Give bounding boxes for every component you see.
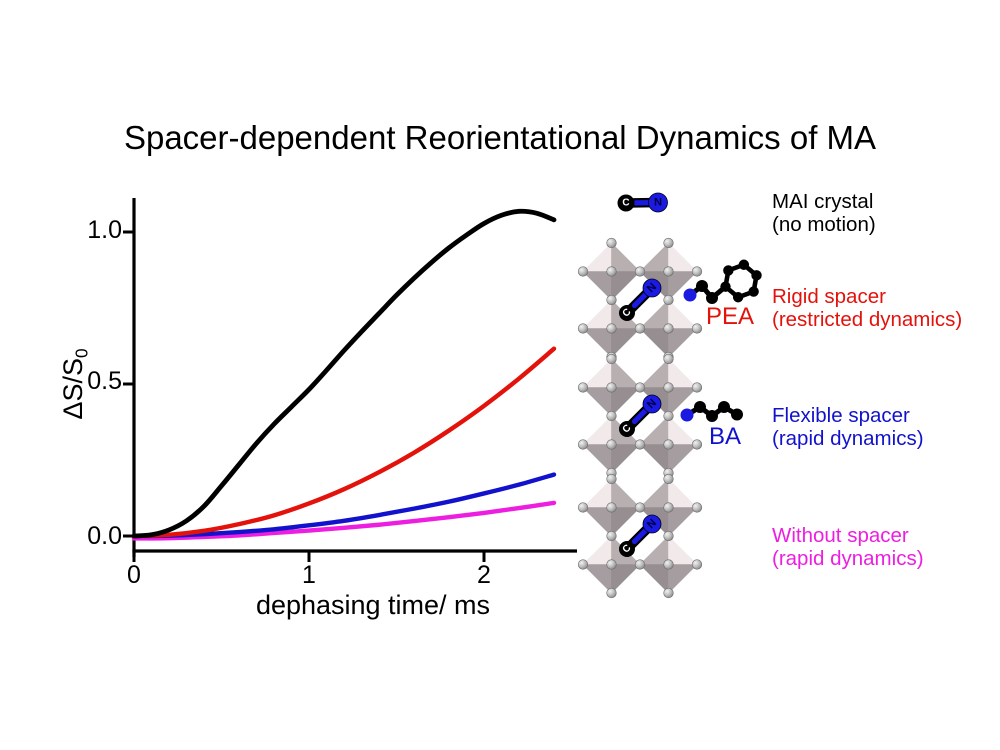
pea-label: PEA: [706, 303, 755, 330]
xtick-label-0: 0: [127, 561, 141, 589]
svg-text:N: N: [654, 196, 662, 208]
legend-mai-crystal: MAI crystal (no motion): [772, 190, 998, 236]
x-axis-label: dephasing time/ ms: [255, 590, 491, 620]
y-axis-label-subscript: 0: [71, 348, 92, 359]
legend-rigid-spacer: Rigid spacer (restricted dynamics): [772, 285, 998, 331]
dephasing-curves: [131, 208, 557, 541]
curve-magenta: [131, 500, 557, 541]
y-axis-label: ΔS/S0: [58, 302, 92, 466]
legend-without-line1: Without spacer: [772, 524, 909, 547]
ytick-label-0.5: 0.5: [87, 367, 122, 395]
ytick-label-0.0: 0.0: [87, 522, 122, 550]
svg-text:C: C: [622, 197, 629, 208]
legend-flexible-spacer: Flexible spacer (rapid dynamics): [772, 404, 998, 450]
y-axis-label-main: ΔS/S: [58, 358, 88, 420]
legend-mai-line1: MAI crystal: [772, 190, 874, 213]
perovskite-cluster-pea-icon: CN: [577, 237, 703, 363]
perovskite-cluster-ba-icon: CN: [577, 353, 703, 479]
xtick-label-1: 1: [302, 561, 316, 589]
legend-flexible-line1: Flexible spacer: [772, 404, 910, 427]
curve-blue: [131, 472, 557, 539]
perovskite-cluster-nospacer-icon: CN: [577, 473, 703, 599]
figure-title: Spacer-dependent Reorientational Dynamic…: [123, 119, 877, 156]
legend-rigid-line1: Rigid spacer: [772, 285, 886, 308]
legend-flexible-line2: (rapid dynamics): [772, 427, 924, 450]
ytick-label-1.0: 1.0: [87, 216, 122, 244]
ba-spacer-molecule-icon: [680, 401, 743, 422]
curve-black: [131, 208, 557, 539]
legend-rigid-line2: (restricted dynamics): [772, 308, 963, 331]
curve-red: [131, 346, 557, 539]
legend-without-spacer: Without spacer (rapid dynamics): [772, 524, 998, 570]
pea-spacer-molecule-icon: [683, 259, 762, 304]
ba-label: BA: [709, 423, 742, 450]
legend-mai-line2: (no motion): [772, 213, 876, 236]
xtick-label-2: 2: [477, 561, 491, 589]
chart-axes: [123, 198, 577, 562]
legend-without-line2: (rapid dynamics): [772, 547, 924, 570]
